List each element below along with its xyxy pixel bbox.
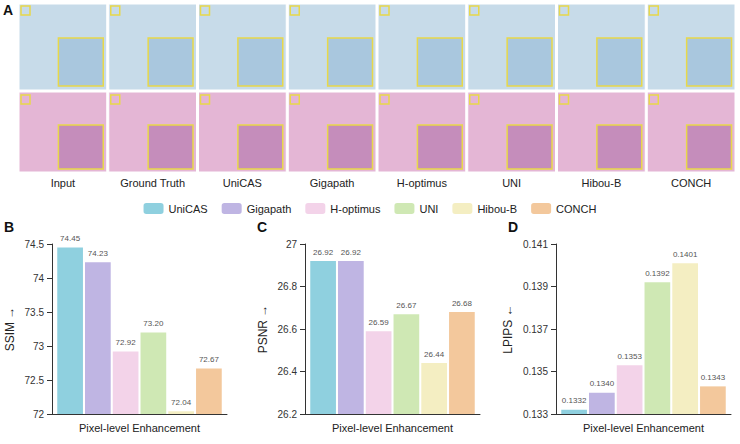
svg-text:72: 72: [33, 409, 45, 420]
svg-text:73.5: 73.5: [25, 307, 45, 318]
svg-text:74.23: 74.23: [88, 249, 109, 258]
svg-text:H-optimus: H-optimus: [397, 177, 448, 189]
svg-text:26.8: 26.8: [278, 281, 298, 292]
svg-text:72.04: 72.04: [171, 398, 192, 407]
svg-text:0.133: 0.133: [523, 409, 548, 420]
svg-text:27: 27: [286, 239, 298, 250]
svg-text:26.68: 26.68: [452, 299, 473, 308]
svg-text:LPIPS ←: LPIPS ←: [501, 304, 515, 353]
svg-text:0.1392: 0.1392: [645, 269, 670, 278]
svg-text:0.135: 0.135: [523, 366, 548, 377]
svg-text:0.141: 0.141: [523, 239, 548, 250]
svg-text:0.137: 0.137: [523, 324, 548, 335]
svg-text:Input: Input: [51, 177, 75, 189]
svg-text:UNI: UNI: [419, 203, 438, 215]
svg-text:Gigapath: Gigapath: [247, 203, 292, 215]
svg-text:Pixel-level Enhancement: Pixel-level Enhancement: [583, 422, 704, 434]
svg-text:26.2: 26.2: [278, 409, 298, 420]
svg-text:26.92: 26.92: [313, 248, 334, 257]
svg-text:0.1340: 0.1340: [590, 379, 615, 388]
svg-text:0.1332: 0.1332: [562, 396, 587, 405]
svg-text:26.44: 26.44: [424, 350, 445, 359]
svg-text:UniCAS: UniCAS: [169, 203, 208, 215]
svg-text:Pixel-level Enhancement: Pixel-level Enhancement: [332, 422, 453, 434]
svg-text:CONCH: CONCH: [556, 203, 596, 215]
svg-text:CONCH: CONCH: [671, 177, 711, 189]
svg-text:26.92: 26.92: [341, 248, 362, 257]
svg-text:72.92: 72.92: [116, 338, 137, 347]
svg-text:73.20: 73.20: [143, 319, 164, 328]
svg-text:SSIM →: SSIM →: [3, 307, 17, 352]
svg-text:PSNR →: PSNR →: [256, 305, 270, 354]
svg-text:Pixel-level Enhancement: Pixel-level Enhancement: [79, 422, 200, 434]
svg-text:0.139: 0.139: [523, 281, 548, 292]
svg-text:Ground Truth: Ground Truth: [120, 177, 185, 189]
svg-text:74.45: 74.45: [60, 234, 81, 243]
svg-text:0.1353: 0.1353: [617, 352, 642, 361]
svg-text:0.1343: 0.1343: [701, 373, 726, 382]
svg-text:B: B: [4, 219, 14, 235]
svg-text:73: 73: [33, 341, 45, 352]
svg-text:74: 74: [33, 273, 45, 284]
svg-text:C: C: [257, 219, 267, 235]
svg-text:H-optimus: H-optimus: [330, 203, 381, 215]
svg-text:26.67: 26.67: [396, 301, 417, 310]
svg-text:0.1401: 0.1401: [673, 250, 698, 259]
svg-text:74.5: 74.5: [25, 239, 45, 250]
svg-text:Hibou-B: Hibou-B: [582, 177, 622, 189]
svg-text:Gigapath: Gigapath: [310, 177, 355, 189]
svg-text:A: A: [3, 2, 13, 18]
svg-text:UniCAS: UniCAS: [223, 177, 262, 189]
svg-text:UNI: UNI: [502, 177, 521, 189]
svg-text:D: D: [508, 219, 518, 235]
svg-text:26.6: 26.6: [278, 324, 298, 335]
svg-text:72.67: 72.67: [199, 355, 220, 364]
svg-text:72.5: 72.5: [25, 375, 45, 386]
svg-text:26.4: 26.4: [278, 366, 298, 377]
svg-text:26.59: 26.59: [369, 318, 390, 327]
svg-text:Hibou-B: Hibou-B: [477, 203, 517, 215]
